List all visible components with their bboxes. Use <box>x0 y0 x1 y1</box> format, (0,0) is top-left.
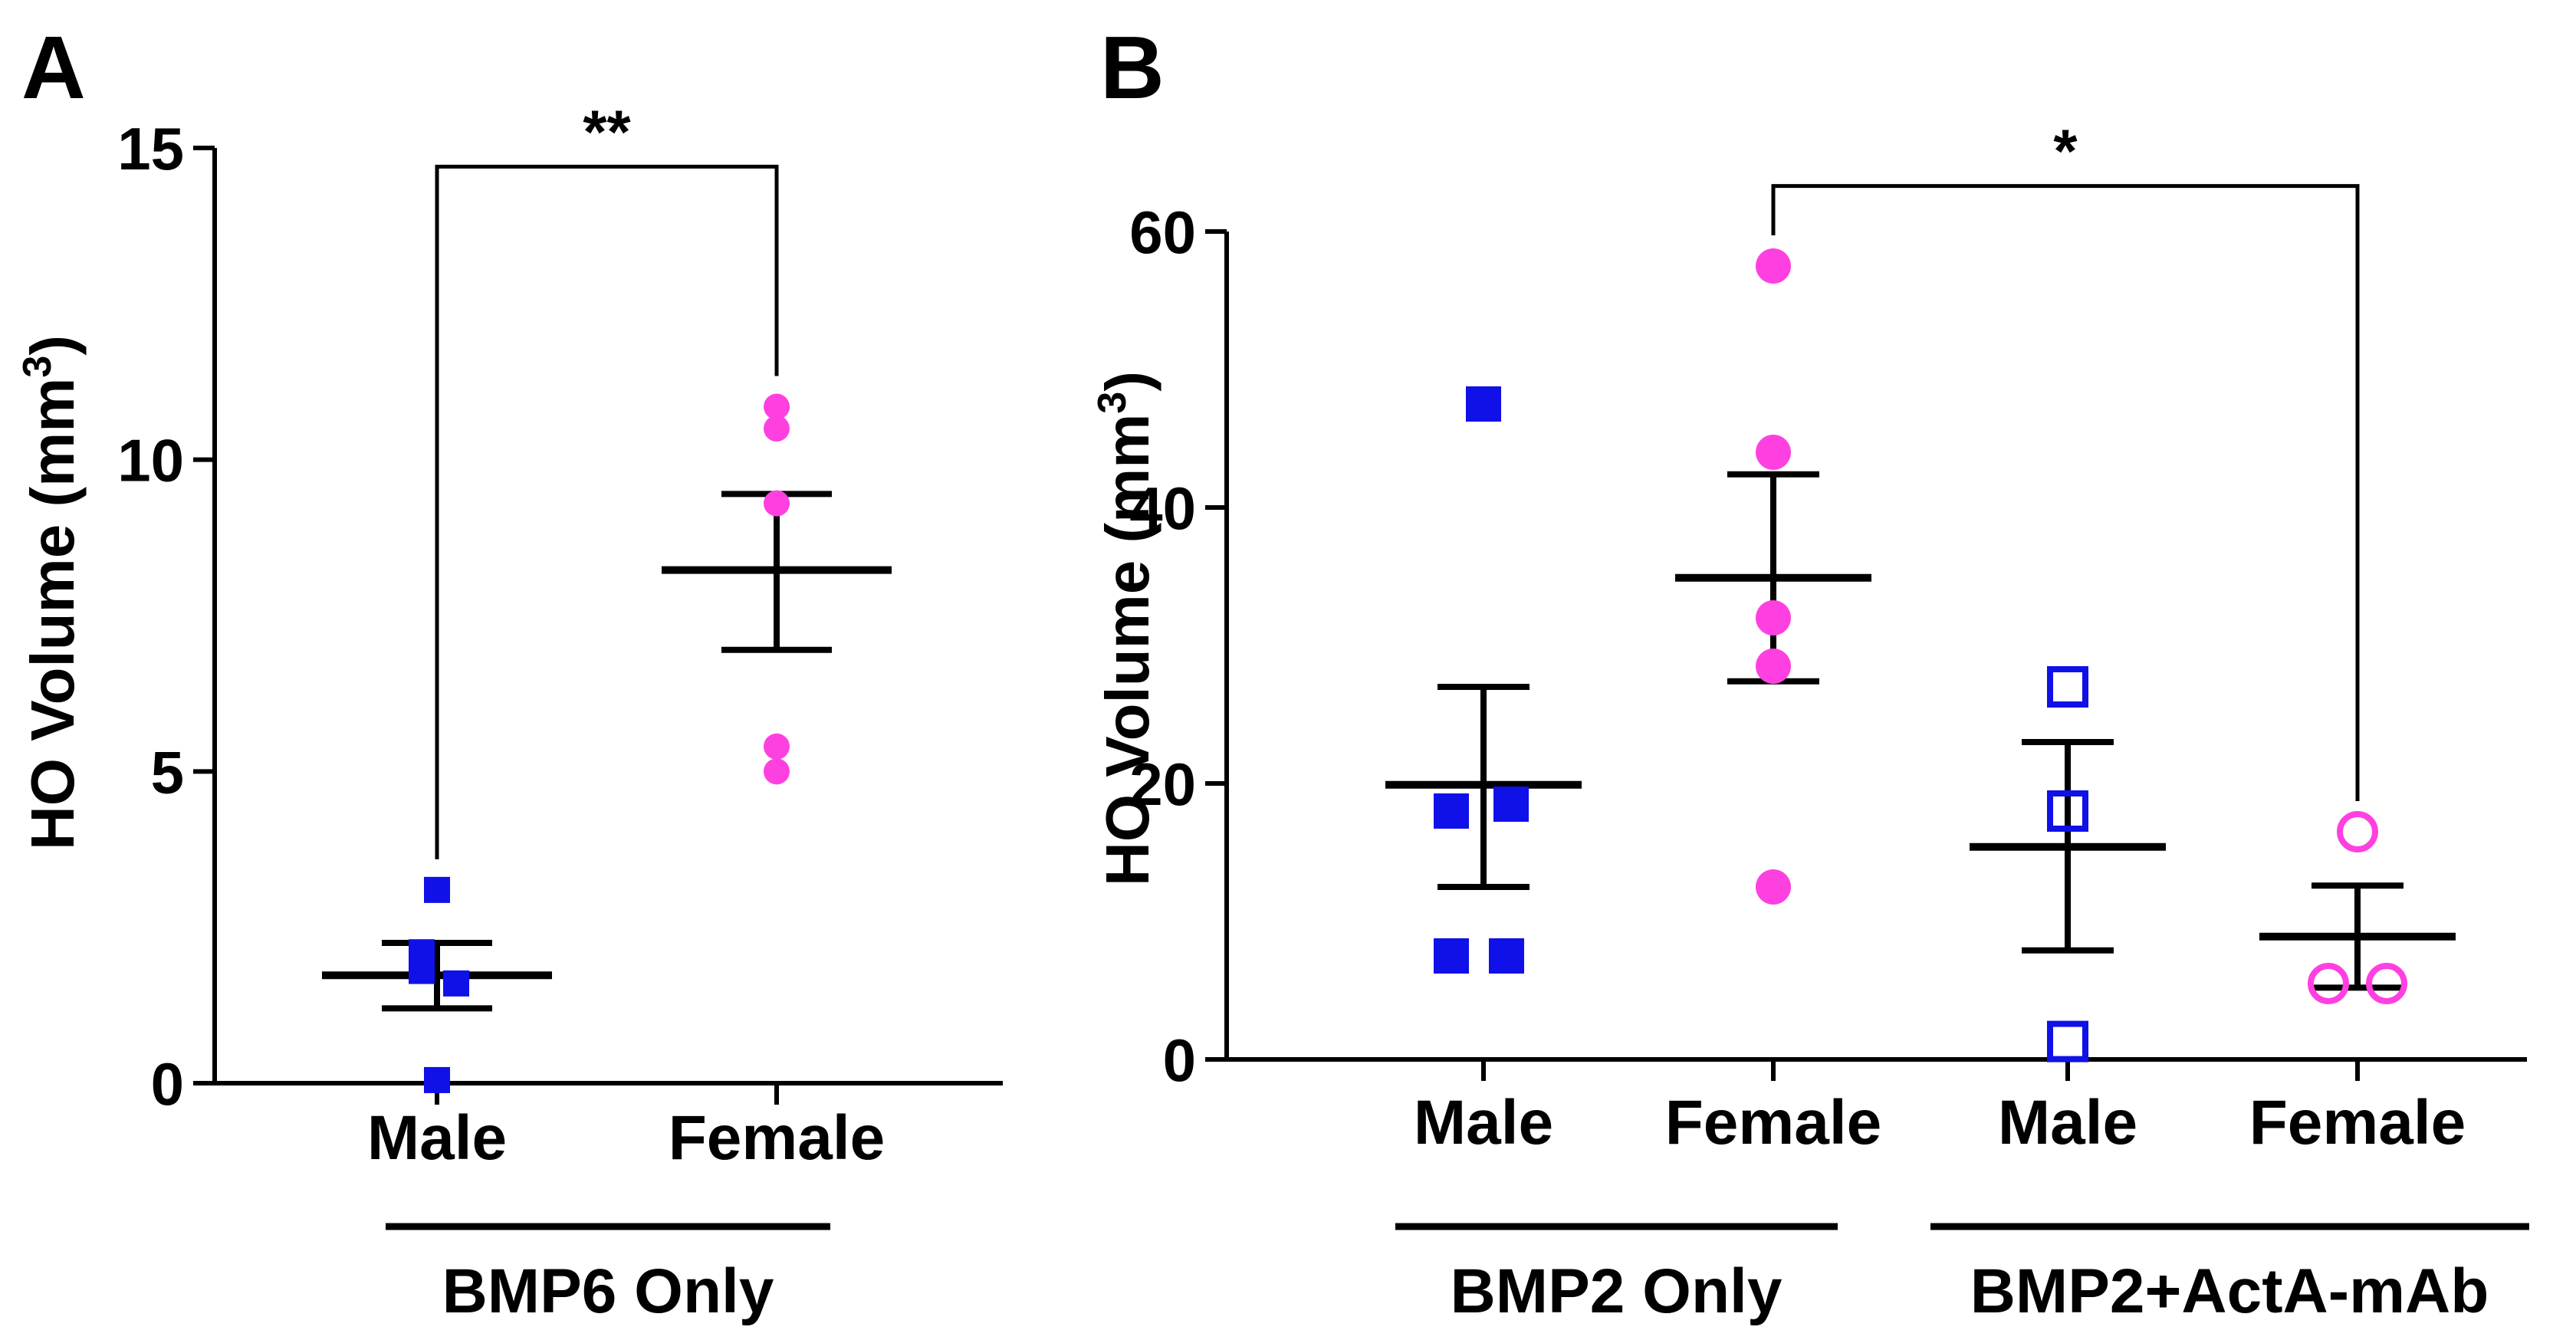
y-tick-label: 20 <box>1129 750 1196 818</box>
data-point <box>424 876 450 903</box>
y-tick-label: 40 <box>1129 475 1196 542</box>
x-tick-label: Male <box>367 1103 507 1173</box>
data-point <box>764 733 790 760</box>
group-label: BMP6 Only <box>442 1256 774 1326</box>
y-tick-label: 5 <box>151 738 184 806</box>
data-point <box>1756 435 1791 470</box>
group-label: BMP2+ActA-mAb <box>1970 1256 2489 1326</box>
data-point <box>764 393 790 420</box>
y-tick-label: 0 <box>151 1050 184 1118</box>
data-point <box>1493 787 1529 822</box>
data-point <box>1434 793 1469 829</box>
data-point <box>424 1066 450 1093</box>
x-tick-label: Female <box>2249 1088 2466 1158</box>
y-tick-label: 60 <box>1129 199 1196 266</box>
data-point <box>2337 811 2378 852</box>
panel-b: 0 20 40 60 Male Female Male Female BMP2 Only BMP2… <box>1129 117 2529 1326</box>
data-point <box>1756 600 1791 636</box>
data-point <box>409 957 435 984</box>
data-point <box>1466 386 1501 422</box>
data-point <box>443 970 469 997</box>
x-tick-label: Male <box>1414 1088 1553 1158</box>
data-point <box>764 490 790 517</box>
panel-label-a: A <box>21 18 86 117</box>
data-point <box>1756 869 1791 905</box>
data-point <box>2047 1020 2088 1062</box>
y-axis-label-b: HO Volume (mm3) <box>1090 371 1162 886</box>
y-tick-label: 15 <box>117 115 184 182</box>
data-point <box>1489 938 1524 974</box>
data-point <box>1756 248 1791 284</box>
significance-label: ** <box>583 97 631 166</box>
group-label: BMP2 Only <box>1451 1256 1783 1326</box>
panel-a: 0 5 10 15 Male Female BMP6 Only ** <box>117 97 1003 1326</box>
data-point <box>1756 649 1791 684</box>
data-point <box>2308 963 2349 1004</box>
x-tick-label: Male <box>1998 1088 2137 1158</box>
significance-bracket <box>435 164 779 859</box>
data-point <box>1434 938 1469 974</box>
data-point <box>2047 790 2088 832</box>
data-point <box>2366 963 2407 1004</box>
panel-label-b: B <box>1100 18 1165 117</box>
data-point <box>764 758 790 785</box>
data-point <box>764 415 790 442</box>
significance-bracket <box>1771 184 2360 801</box>
x-tick-label: Female <box>1665 1088 1882 1158</box>
significance-label: * <box>2053 117 2078 186</box>
data-point <box>2047 666 2088 708</box>
y-tick-label: 10 <box>117 427 184 494</box>
x-tick-label: Female <box>669 1103 886 1173</box>
y-axis-label-a: HO Volume (mm3) <box>15 335 87 850</box>
y-tick-label: 0 <box>1163 1026 1196 1094</box>
